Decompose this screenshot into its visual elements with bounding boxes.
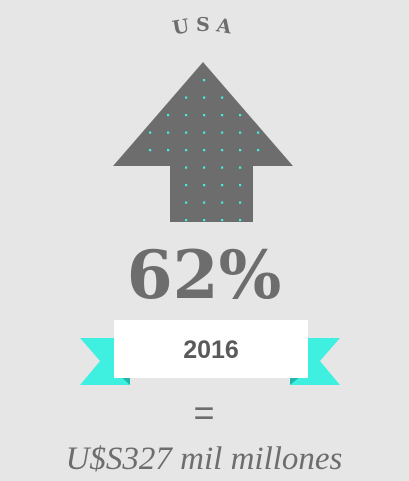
- arrow-dot: [221, 184, 224, 187]
- arrow-dot: [221, 166, 224, 169]
- arrow-dot: [203, 184, 206, 187]
- arrow-dot: [221, 149, 224, 152]
- arrow-dot: [185, 219, 188, 222]
- arrow-dot: [167, 149, 170, 152]
- arrow-dot: [185, 201, 188, 204]
- arrow-dot: [149, 149, 152, 152]
- arrow-dot: [221, 131, 224, 134]
- arrow-stem: [170, 165, 253, 222]
- arrow-dot: [185, 131, 188, 134]
- arrow-dot: [239, 184, 242, 187]
- arrow-dot: [203, 219, 206, 222]
- year-box: [114, 320, 308, 378]
- arrow-dot: [167, 131, 170, 134]
- arrow-dot: [221, 114, 224, 117]
- arrow-dot: [185, 96, 188, 99]
- arrow-dot: [239, 219, 242, 222]
- arrow-dot: [203, 114, 206, 117]
- arrow-dot: [185, 149, 188, 152]
- country-text: USA: [171, 14, 233, 40]
- arrow-dot: [167, 114, 170, 117]
- arrow-dot: [185, 184, 188, 187]
- arrow-dot: [185, 166, 188, 169]
- country-label: USA: [171, 14, 239, 40]
- arrow-dot: [257, 131, 260, 134]
- equals-sign: =: [193, 392, 214, 433]
- arrow-dot: [203, 149, 206, 152]
- arrow-dot: [239, 114, 242, 117]
- arrow-dot: [239, 131, 242, 134]
- arrow-dot: [203, 201, 206, 204]
- amount: U$S327 mil millones: [66, 441, 343, 477]
- arrow-dot: [239, 166, 242, 169]
- arrow-dot: [203, 79, 206, 82]
- arrow-dot: [149, 131, 152, 134]
- arrow-dot: [221, 219, 224, 222]
- arrow-dot: [203, 131, 206, 134]
- arrow-dot: [257, 149, 260, 152]
- arrow-dot: [185, 114, 188, 117]
- arrow-dot: [239, 201, 242, 204]
- arrow-dot: [239, 149, 242, 152]
- year: 2016: [183, 336, 239, 364]
- arrow-dot: [203, 96, 206, 99]
- up-arrow: [113, 62, 293, 222]
- arrow-dot: [221, 96, 224, 99]
- arrow-dot: [203, 166, 206, 169]
- arrow-dot: [221, 201, 224, 204]
- percentage: 62%: [127, 236, 282, 314]
